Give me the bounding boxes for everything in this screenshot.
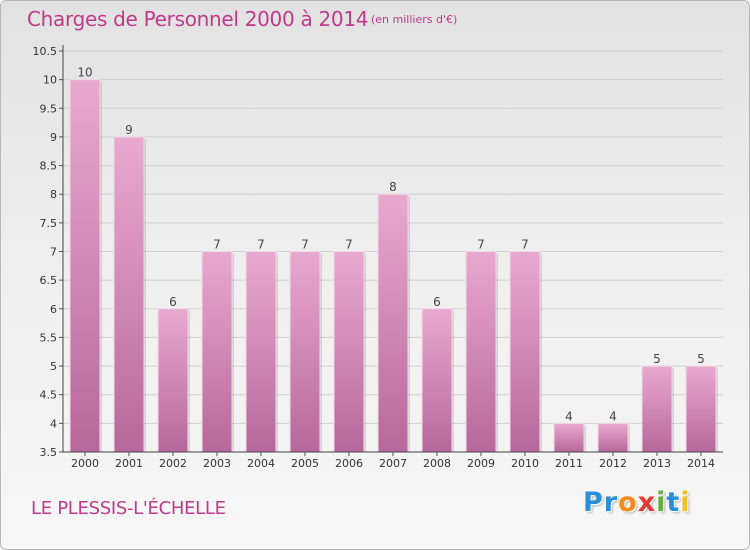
bar-value-label: 4	[609, 409, 617, 423]
bar-value-label: 7	[301, 238, 309, 252]
bar-value-label: 10	[77, 66, 92, 80]
x-tick-label: 2013	[643, 457, 671, 470]
y-tick-label: 9.5	[40, 102, 58, 115]
x-tick-label: 2010	[511, 457, 539, 470]
bar	[157, 308, 189, 453]
y-tick-label: 9	[50, 131, 57, 144]
bar-value-label: 5	[697, 352, 705, 366]
x-tick-label: 2008	[423, 457, 451, 470]
y-tick-label: 5.5	[40, 331, 58, 344]
logo-letter: t	[666, 487, 681, 518]
x-tick-label: 2000	[71, 457, 99, 470]
y-tick-label: 4.5	[40, 389, 58, 402]
bar	[69, 79, 101, 453]
bar-value-label: 7	[477, 238, 485, 252]
x-tick-label: 2004	[247, 457, 275, 470]
logo-letter: i	[656, 487, 667, 518]
chart-subtitle: (en milliers d'€)	[371, 13, 458, 26]
bar	[509, 251, 541, 453]
x-tick-label: 2006	[335, 457, 363, 470]
y-tick-label: 4	[50, 417, 57, 430]
y-tick-label: 8	[50, 188, 57, 201]
logo-letter: i	[680, 487, 691, 518]
commune-name: LE PLESSIS-L'ÉCHELLE	[31, 498, 226, 519]
x-tick-label: 2003	[203, 457, 231, 470]
y-tick-label: 3.5	[40, 446, 58, 459]
bar	[597, 422, 629, 453]
bar	[421, 308, 453, 453]
x-tick-label: 2012	[599, 457, 627, 470]
y-tick-label: 7.5	[40, 217, 58, 230]
bar	[289, 251, 321, 453]
y-tick-label: 8.5	[40, 160, 58, 173]
x-tick-label: 2014	[687, 457, 715, 470]
axes: 3.5 4 4.5 5 5.5 6 6.5 7 7.5 8 8.5 9 9.5 10 10.5 2000 200…	[33, 45, 723, 470]
y-tick-label: 6.5	[40, 274, 58, 287]
y-tick-label: 7	[50, 246, 57, 259]
bar-value-label: 7	[213, 238, 221, 252]
x-tick-label: 2007	[379, 457, 407, 470]
y-tick-label: 6	[50, 303, 57, 316]
y-tick-label: 5	[50, 360, 57, 373]
bar-value-label: 7	[257, 238, 265, 252]
logo-letter: r	[603, 487, 619, 518]
bar	[685, 365, 717, 453]
bar-value-label: 6	[169, 295, 177, 309]
y-tick-label: 10	[43, 74, 57, 87]
bar	[465, 251, 497, 453]
y-tick-label: 10.5	[33, 45, 58, 58]
logo-letter: P	[583, 487, 604, 518]
bar-value-label: 7	[521, 238, 529, 252]
chart-title: Charges de Personnel 2000 à 2014	[27, 7, 369, 31]
bar-value-label: 5	[653, 352, 661, 366]
logo-letter: o	[618, 487, 638, 518]
bar	[377, 193, 409, 453]
x-tick-label: 2001	[115, 457, 143, 470]
bar	[553, 422, 585, 453]
x-tick-label: 2005	[291, 457, 319, 470]
bar-value-label: 9	[125, 123, 133, 137]
bar	[245, 251, 277, 453]
bar	[641, 365, 673, 453]
x-tick-label: 2009	[467, 457, 495, 470]
bar	[201, 251, 233, 453]
x-tick-label: 2011	[555, 457, 583, 470]
bar-value-label: 4	[565, 409, 573, 423]
logo-letter: x	[637, 487, 657, 518]
bar	[113, 136, 145, 453]
x-tick-label: 2002	[159, 457, 187, 470]
bar-value-label: 8	[389, 180, 397, 194]
bar	[333, 251, 365, 453]
bars: 10 9 6 7 7 7 7 8 6 7 7 4 4 5 5	[69, 66, 718, 453]
bar-value-label: 6	[433, 295, 441, 309]
proxiti-logo[interactable]: Proxiti	[583, 487, 691, 518]
bar-value-label: 7	[345, 238, 353, 252]
